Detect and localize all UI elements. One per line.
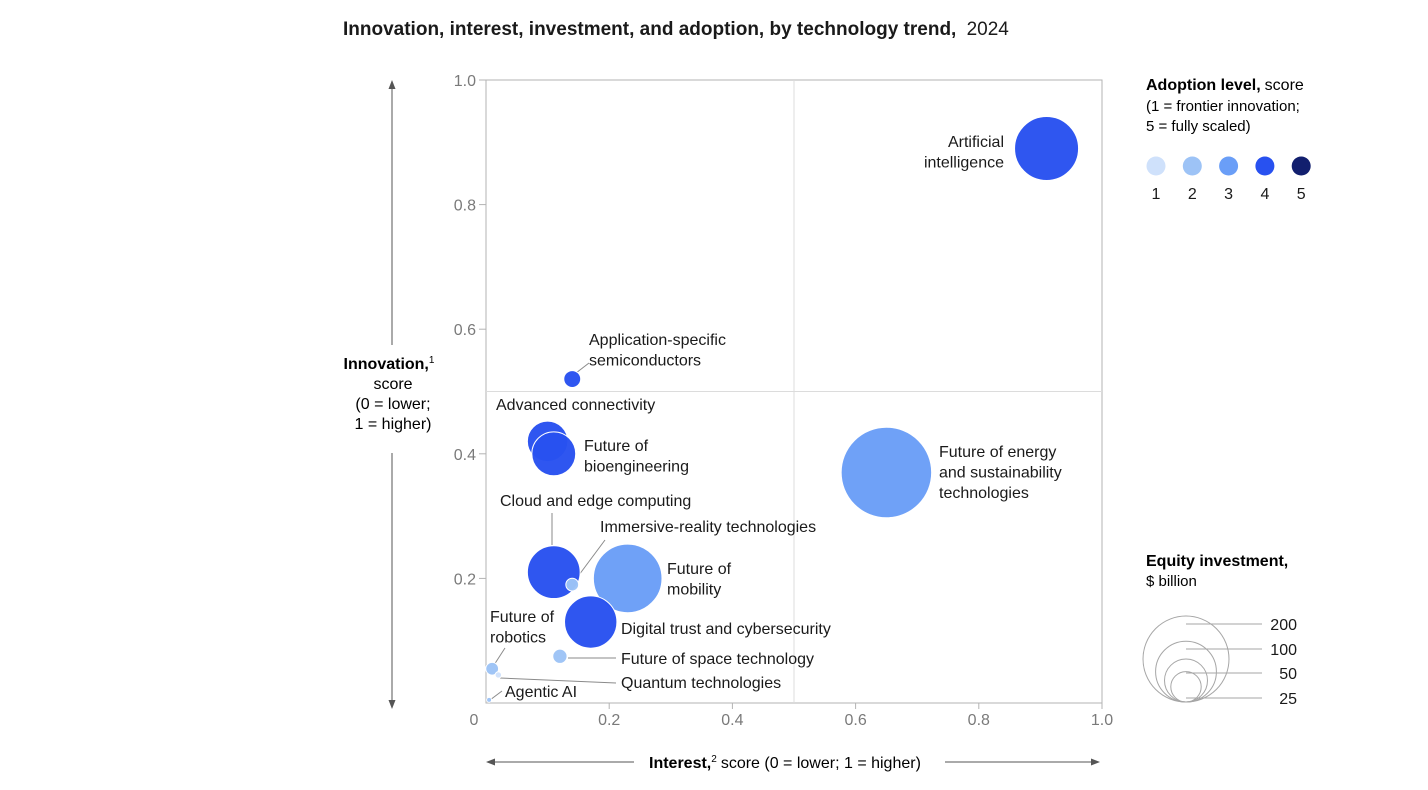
x-arrow-head-left [486, 758, 495, 766]
y-axis-label-line-1: score [373, 376, 412, 393]
bubble-point [564, 595, 618, 649]
bubble-point [494, 671, 503, 679]
adoption-swatch-label: 4 [1260, 186, 1269, 203]
adoption-swatch-label: 1 [1152, 186, 1161, 203]
adoption-swatch-label: 3 [1224, 186, 1233, 203]
adoption-legend-title-main: Adoption level, [1146, 77, 1261, 94]
x-axis-label-rest: score (0 = lower; 1 = higher) [721, 755, 921, 772]
size-legend-circle [1164, 658, 1208, 703]
size-legend-label: 25 [1279, 691, 1297, 708]
y-axis-label-main: Innovation, [344, 356, 429, 373]
bubble-point [486, 696, 493, 703]
x-axis-title: Interest,2 score (0 = lower; 1 = higher) [486, 754, 1100, 772]
size-legend-label: 100 [1270, 642, 1297, 659]
adoption-legend-title-rest: score [1265, 77, 1304, 94]
x-tick-label: 0.2 [598, 712, 620, 729]
size-legend-circle [1170, 671, 1202, 703]
bubble-label: Future of [584, 438, 649, 455]
y-axis-label: Innovation,1 [344, 355, 435, 373]
bubble-point [840, 426, 933, 519]
bubble-label: Artificial [948, 134, 1004, 151]
bubble-label: mobility [667, 582, 721, 599]
bubbles [485, 116, 1080, 703]
investment-legend-subtitle: $ billion [1146, 573, 1197, 590]
adoption-swatch-label: 2 [1188, 186, 1197, 203]
adoption-legend-subtitle-1: (1 = frontier innovation; [1146, 98, 1300, 115]
bubble-point [1014, 116, 1080, 182]
y-axis-label-sup: 1 [429, 355, 435, 366]
x-tick-label: 0.4 [721, 712, 743, 729]
bubble-label: Agentic AI [505, 684, 577, 701]
x-axis-label-main: Interest, [649, 755, 711, 772]
bubble-label: Digital trust and cybersecurity [621, 621, 831, 638]
adoption-legend-title: Adoption level, score [1146, 77, 1304, 94]
x-tick-label: 0.8 [968, 712, 990, 729]
adoption-legend-subtitle-2: 5 = fully scaled) [1146, 118, 1251, 135]
axis-ticks: 0.2 0.4 0.6 0.8 1.0 0 0.2 0.4 0.6 0.8 1.0 [454, 73, 1113, 729]
leader-line [489, 690, 503, 701]
bubble-labels: Artificial intelligence Application-specif… [490, 134, 1062, 701]
y-arrow-head-up [388, 80, 396, 89]
bubble-label: technologies [939, 485, 1029, 502]
bubble-point [485, 661, 500, 676]
bubble-label: Future of [667, 561, 732, 578]
y-tick-label: 0.4 [454, 447, 476, 464]
adoption-legend-swatches: 1 2 3 4 5 [1146, 156, 1311, 203]
adoption-swatch [1219, 156, 1239, 176]
bubble-label: Application-specific [589, 332, 726, 349]
bubble-label: Advanced connectivity [496, 397, 655, 414]
chart-title-year: 2024 [967, 19, 1010, 40]
bubble-label: bioengineering [584, 459, 689, 476]
leader-line [499, 677, 617, 684]
bubble-label: Quantum technologies [621, 675, 781, 692]
bubble-label: Future of [490, 609, 555, 626]
x-tick-label: 1.0 [1091, 712, 1113, 729]
size-legend-label: 50 [1279, 666, 1297, 683]
adoption-swatch [1291, 156, 1311, 176]
x-axis-label-sup: 2 [711, 754, 717, 765]
x-axis-label: Interest,2 score (0 = lower; 1 = higher) [649, 754, 921, 772]
bubble-label: Immersive-reality technologies [600, 519, 816, 536]
bubble-point [531, 431, 577, 477]
adoption-swatch [1146, 156, 1166, 176]
adoption-swatch-label: 5 [1297, 186, 1306, 203]
bubble-label: Future of energy [939, 444, 1056, 461]
leader-line [493, 647, 506, 666]
y-tick-label: 1.0 [454, 73, 476, 90]
bubble-label: Cloud and edge computing [500, 493, 691, 510]
bubble-point [563, 370, 582, 389]
investment-size-legend: 200 100 50 25 [1142, 615, 1297, 708]
bubble-label: semiconductors [589, 353, 701, 370]
bubble-label: Future of space technology [621, 651, 814, 668]
y-arrow-head-down [388, 700, 396, 709]
bubble-point [552, 648, 568, 664]
adoption-legend: Adoption level, score (1 = frontier innov… [1146, 77, 1311, 203]
x-tick-label: 0 [470, 712, 479, 729]
investment-legend: Equity investment, $ billion 200 100 50 25 [1142, 553, 1297, 708]
quadrant-lines [486, 80, 1102, 703]
x-arrow-head-right [1091, 758, 1100, 766]
chart-title: Innovation, interest, investment, and ad… [343, 19, 1009, 40]
y-axis-label-line-2: (0 = lower; [355, 396, 430, 413]
bubble-label: robotics [490, 630, 546, 647]
adoption-swatch [1182, 156, 1202, 176]
bubble-point [565, 577, 580, 592]
y-axis-label-line-3: 1 = higher) [355, 416, 432, 433]
leader-line [575, 362, 590, 374]
label-leader-lines [489, 362, 617, 701]
y-tick-label: 0.8 [454, 198, 476, 215]
adoption-swatch [1255, 156, 1275, 176]
y-tick-label: 0.6 [454, 322, 476, 339]
bubble-point [592, 543, 663, 614]
leader-line [575, 539, 606, 580]
y-axis-title: Innovation,1 score (0 = lower; 1 = highe… [344, 80, 435, 709]
y-tick-label: 0.2 [454, 571, 476, 588]
size-legend-label: 200 [1270, 617, 1297, 634]
chart-title-main: Innovation, interest, investment, and ad… [343, 19, 956, 40]
bubble-label: intelligence [924, 155, 1004, 172]
x-tick-label: 0.6 [844, 712, 866, 729]
investment-legend-title: Equity investment, [1146, 553, 1288, 570]
bubble-label: and sustainability [939, 465, 1062, 482]
